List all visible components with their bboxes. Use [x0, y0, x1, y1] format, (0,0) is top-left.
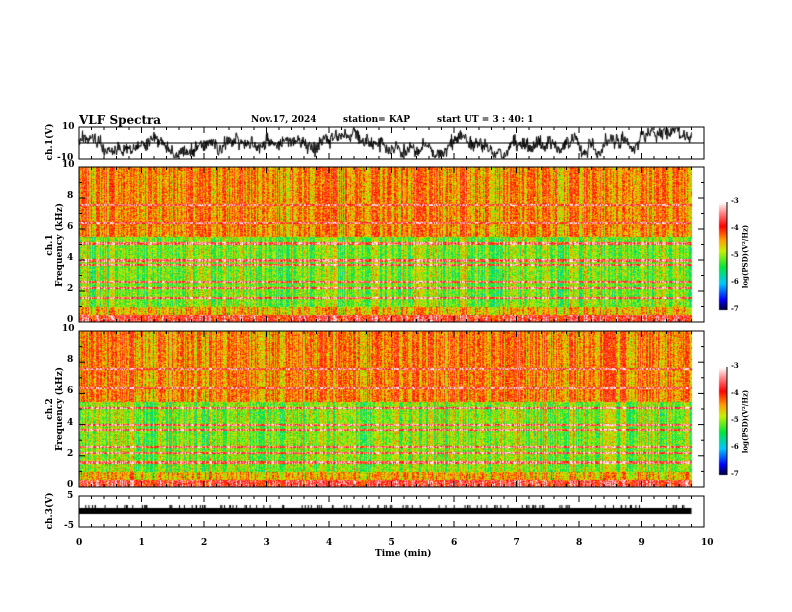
- colorbar1-label: log(PSD)(V²/Hz): [740, 224, 750, 289]
- ch1-ymax: 10: [62, 122, 75, 132]
- colorbar2-label: log(PSD)(V²/Hz): [740, 389, 750, 454]
- spec1-y-tick-label: 8: [67, 191, 74, 201]
- colorbar-tick-label: -4: [731, 388, 739, 397]
- station-label: station= KAP: [343, 115, 411, 125]
- figure-title: VLF Spectra: [79, 113, 162, 127]
- spec1-panel: [78, 166, 705, 323]
- spec2-panel: [78, 330, 705, 488]
- colorbar-tick-label: -7: [731, 304, 739, 313]
- x-tick-label: 3: [263, 538, 270, 548]
- x-tick-label: 7: [513, 538, 520, 548]
- ch3-ymax: 5: [67, 491, 74, 501]
- ch3-ymin: -5: [64, 521, 74, 531]
- spec1-y-tick-label: 2: [67, 284, 74, 294]
- x-tick-label: 9: [638, 538, 645, 548]
- x-tick-label: 6: [451, 538, 458, 548]
- x-tick-label: 0: [76, 538, 83, 548]
- spec2-ylabel-b: Frequency (kHz): [55, 367, 65, 452]
- spec2-y-tick-label: 2: [67, 448, 74, 459]
- spec1-y-tick-label: 4: [67, 253, 74, 263]
- start-time-label: start UT = 3 : 40: 1: [437, 115, 534, 125]
- colorbar-tick-label: -6: [731, 442, 739, 451]
- x-axis-label: Time (min): [375, 549, 432, 559]
- colorbar-tick-label: -5: [731, 415, 739, 424]
- colorbar-tick-label: -6: [731, 277, 739, 286]
- spec1-ylabel-b: Frequency (kHz): [55, 203, 65, 288]
- colorbar-tick-label: -5: [731, 250, 739, 259]
- x-tick-label: 10: [701, 538, 714, 548]
- x-tick-label: 8: [576, 538, 583, 548]
- x-tick-label: 5: [388, 538, 395, 548]
- date-label: Nov.17, 2024: [251, 115, 317, 125]
- colorbar-tick-label: -7: [731, 469, 739, 478]
- x-tick-label: 2: [201, 538, 208, 548]
- spec1-ylabel-a: ch.1: [45, 234, 55, 256]
- ch1-ylabel: ch.1(V): [45, 123, 55, 161]
- colorbar-tick-label: -3: [731, 361, 739, 370]
- spec2-y-tick-label: 8: [67, 355, 74, 366]
- spec2-ylabel-a: ch.2: [45, 398, 55, 420]
- spec2-y-tick-label: 10: [62, 324, 75, 334]
- x-tick-label: 1: [138, 538, 145, 548]
- spec2-y-tick-label: 4: [67, 417, 74, 428]
- colorbar-tick-label: -4: [731, 223, 739, 232]
- ch3-ylabel: ch.3(V): [45, 492, 55, 530]
- spec2-y-tick-label: 0: [67, 480, 74, 490]
- spec1-y-tick-label: 0: [67, 315, 74, 325]
- spec2-y-tick-label: 6: [67, 386, 74, 397]
- colorbar-tick-label: -3: [731, 196, 739, 205]
- spec1-y-tick-label: 6: [67, 222, 74, 232]
- ch1-ymin: -10: [57, 153, 74, 163]
- spec1-y-tick-label: 10: [62, 160, 75, 170]
- x-tick-label: 4: [326, 538, 333, 548]
